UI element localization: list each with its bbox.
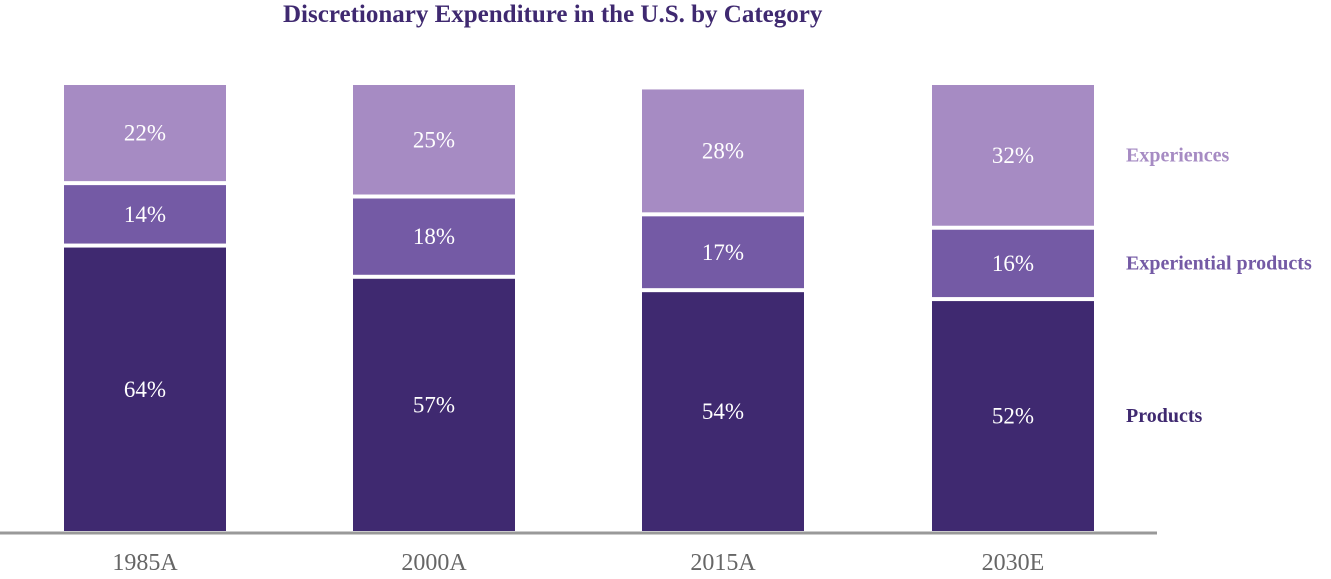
data-label-experiential-products-2000a: 18% [413, 224, 455, 249]
bar-segment-experiences-2015a [642, 89, 804, 213]
bar-segment-experiential-products-2015a [642, 216, 804, 289]
data-label-products-2000a: 57% [413, 392, 455, 417]
bar-segment-products-2015a [642, 292, 804, 531]
legend-item-experiences: Experiences [1126, 144, 1230, 166]
bar-segment-experiential-products-2030e [932, 229, 1094, 298]
data-label-experiential-products-2030e: 16% [992, 251, 1034, 276]
x-tick-labels: 1985A 2000A 2015A 2030E [112, 550, 1044, 576]
legend-item-experiential-products: Experiential products [1126, 252, 1312, 274]
data-label-experiences-2015a: 28% [702, 138, 744, 163]
x-tick-label-2015a: 2015A [690, 550, 756, 576]
bar-segment-products-2000a [353, 278, 515, 531]
bar-segment-products-2030e [932, 301, 1094, 531]
data-label-experiential-products-1985a: 14% [124, 202, 166, 227]
x-tick-label-2000a: 2000A [401, 550, 467, 576]
x-tick-label-1985a: 1985A [112, 550, 178, 576]
chart-title: Discretionary Expenditure in the U.S. by… [283, 1, 823, 28]
data-label-products-2015a: 54% [702, 399, 744, 424]
legend: Products Experiential products Experiences [1126, 144, 1312, 427]
bar-segment-experiences-1985a [64, 85, 226, 182]
bar-segment-experiences-2030e [932, 85, 1094, 226]
data-label-experiential-products-2015a: 17% [702, 240, 744, 265]
bar-segment-experiential-products-2000a [353, 198, 515, 275]
data-label-experiences-1985a: 22% [124, 121, 166, 146]
data-label-experiences-2030e: 32% [992, 143, 1034, 168]
x-tick-label-2030e: 2030E [982, 550, 1045, 576]
bars-group: 64% 14% 22% 57% 18% 25% 54% 17% 28% 52% 16% 32% [64, 85, 1094, 531]
bar-segment-products-1985a [64, 247, 226, 531]
bar-segment-experiences-2000a [353, 85, 515, 195]
data-label-products-2030e: 52% [992, 404, 1034, 429]
legend-item-products: Products [1126, 405, 1203, 427]
data-label-experiences-2000a: 25% [413, 127, 455, 152]
data-label-products-1985a: 64% [124, 377, 166, 402]
bar-segment-experiential-products-1985a [64, 185, 226, 244]
